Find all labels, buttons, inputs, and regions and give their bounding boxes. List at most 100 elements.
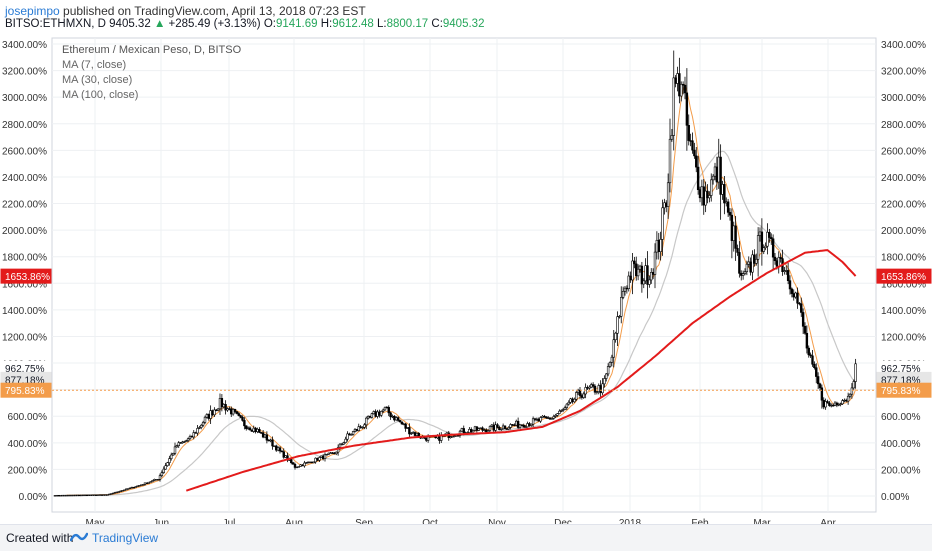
candle-body [406, 427, 409, 429]
candle-body [111, 492, 115, 495]
candle-body [473, 426, 477, 431]
candle-body [516, 420, 520, 428]
candle-body [621, 291, 625, 298]
candle-body [162, 468, 165, 473]
candle-body [278, 447, 282, 452]
candle-body [213, 409, 216, 416]
candle-body [188, 436, 192, 440]
candle-body [333, 452, 336, 455]
candle-body [503, 425, 507, 429]
candle-body [492, 424, 495, 431]
candle-body [541, 415, 544, 418]
candle-body [125, 488, 128, 491]
candle-body [98, 494, 102, 496]
candle-body [400, 421, 404, 425]
candle-body [846, 395, 850, 402]
candle-body [385, 406, 389, 409]
candle-body [145, 482, 149, 484]
candle-body [610, 356, 614, 363]
legend-ma100[interactable]: MA (100, close) [62, 89, 138, 101]
candle-body [138, 485, 141, 487]
price-label: 9405.32 [109, 18, 151, 30]
y-tick-label-left: 2000.00% [2, 226, 47, 237]
candle-body [183, 441, 186, 443]
candle-body [509, 424, 512, 428]
y-tick-label-left: 2200.00% [2, 200, 47, 211]
candle-body [807, 347, 810, 356]
candle-body [91, 494, 94, 496]
candle-body [711, 175, 715, 181]
candle-body [833, 402, 837, 406]
candle-body [496, 424, 499, 428]
footer: Created with TradingView [0, 524, 932, 551]
candle-body [625, 287, 629, 290]
candle-body [196, 428, 199, 434]
candle-body [777, 257, 780, 267]
candle-body [231, 409, 235, 415]
candle-body [78, 494, 81, 497]
candle-body [843, 399, 846, 402]
author-link[interactable]: josepimpo [5, 4, 60, 18]
candle-body [498, 427, 501, 431]
candle-body [209, 410, 212, 419]
candle-body [263, 434, 267, 438]
candle-body [301, 464, 304, 467]
candle-body [636, 268, 640, 277]
candle-body [372, 411, 375, 414]
x-tick-label: May [86, 518, 105, 529]
candle-body [770, 237, 773, 240]
y-tick-label-right: 3200.00% [881, 67, 926, 78]
candle-body [813, 363, 816, 368]
candle-body [65, 494, 68, 497]
candle-body [663, 202, 666, 209]
candle-body [342, 442, 345, 445]
candle-body [687, 125, 690, 141]
candle-body [756, 235, 760, 260]
candle-body [303, 462, 306, 467]
candle-body [100, 494, 104, 496]
candle-body [468, 429, 471, 433]
candle-body [635, 263, 638, 277]
candle-body [53, 495, 57, 497]
candle-body [155, 479, 158, 481]
candle-body [505, 428, 509, 430]
candle-body [96, 494, 100, 496]
candle-body [348, 433, 351, 435]
candle-body [55, 494, 59, 497]
legend-ma30[interactable]: MA (30, close) [62, 74, 132, 86]
candle-body [374, 411, 377, 417]
candle-body [685, 92, 689, 126]
candle-body [121, 490, 124, 492]
candle-body [425, 437, 428, 441]
candle-body [310, 461, 314, 464]
candle-body [230, 408, 233, 415]
candle-body [228, 408, 231, 410]
tradingview-link[interactable]: TradingView [92, 531, 159, 545]
candle-body [233, 409, 237, 412]
candle-body [805, 332, 809, 349]
candle-body [173, 446, 177, 454]
legend-ma7[interactable]: MA (7, close) [62, 59, 126, 71]
candle-body [612, 339, 615, 358]
candle-body [582, 393, 585, 398]
candle-body [117, 491, 120, 493]
candle-body [545, 416, 548, 419]
candle-body [312, 461, 315, 464]
low-key: L: [377, 18, 387, 30]
candle-body [665, 202, 668, 207]
x-axis: May Jun Jul Aug Sep Oct Nov Dec 2018 Feb Mar Apr [86, 518, 837, 529]
candle-body [308, 461, 312, 464]
y-tick-label-right: 600.00% [881, 412, 921, 423]
candle-body [368, 415, 372, 418]
candle-body [350, 434, 353, 436]
candle-body [471, 430, 475, 433]
candle-body [533, 418, 537, 420]
candle-body [235, 411, 239, 414]
candle-body [215, 409, 218, 412]
ma100-badge-right [876, 268, 932, 284]
candle-body [415, 432, 419, 436]
candle-body [110, 493, 113, 495]
candle-body [666, 182, 670, 207]
ma100-line [185, 249, 857, 492]
